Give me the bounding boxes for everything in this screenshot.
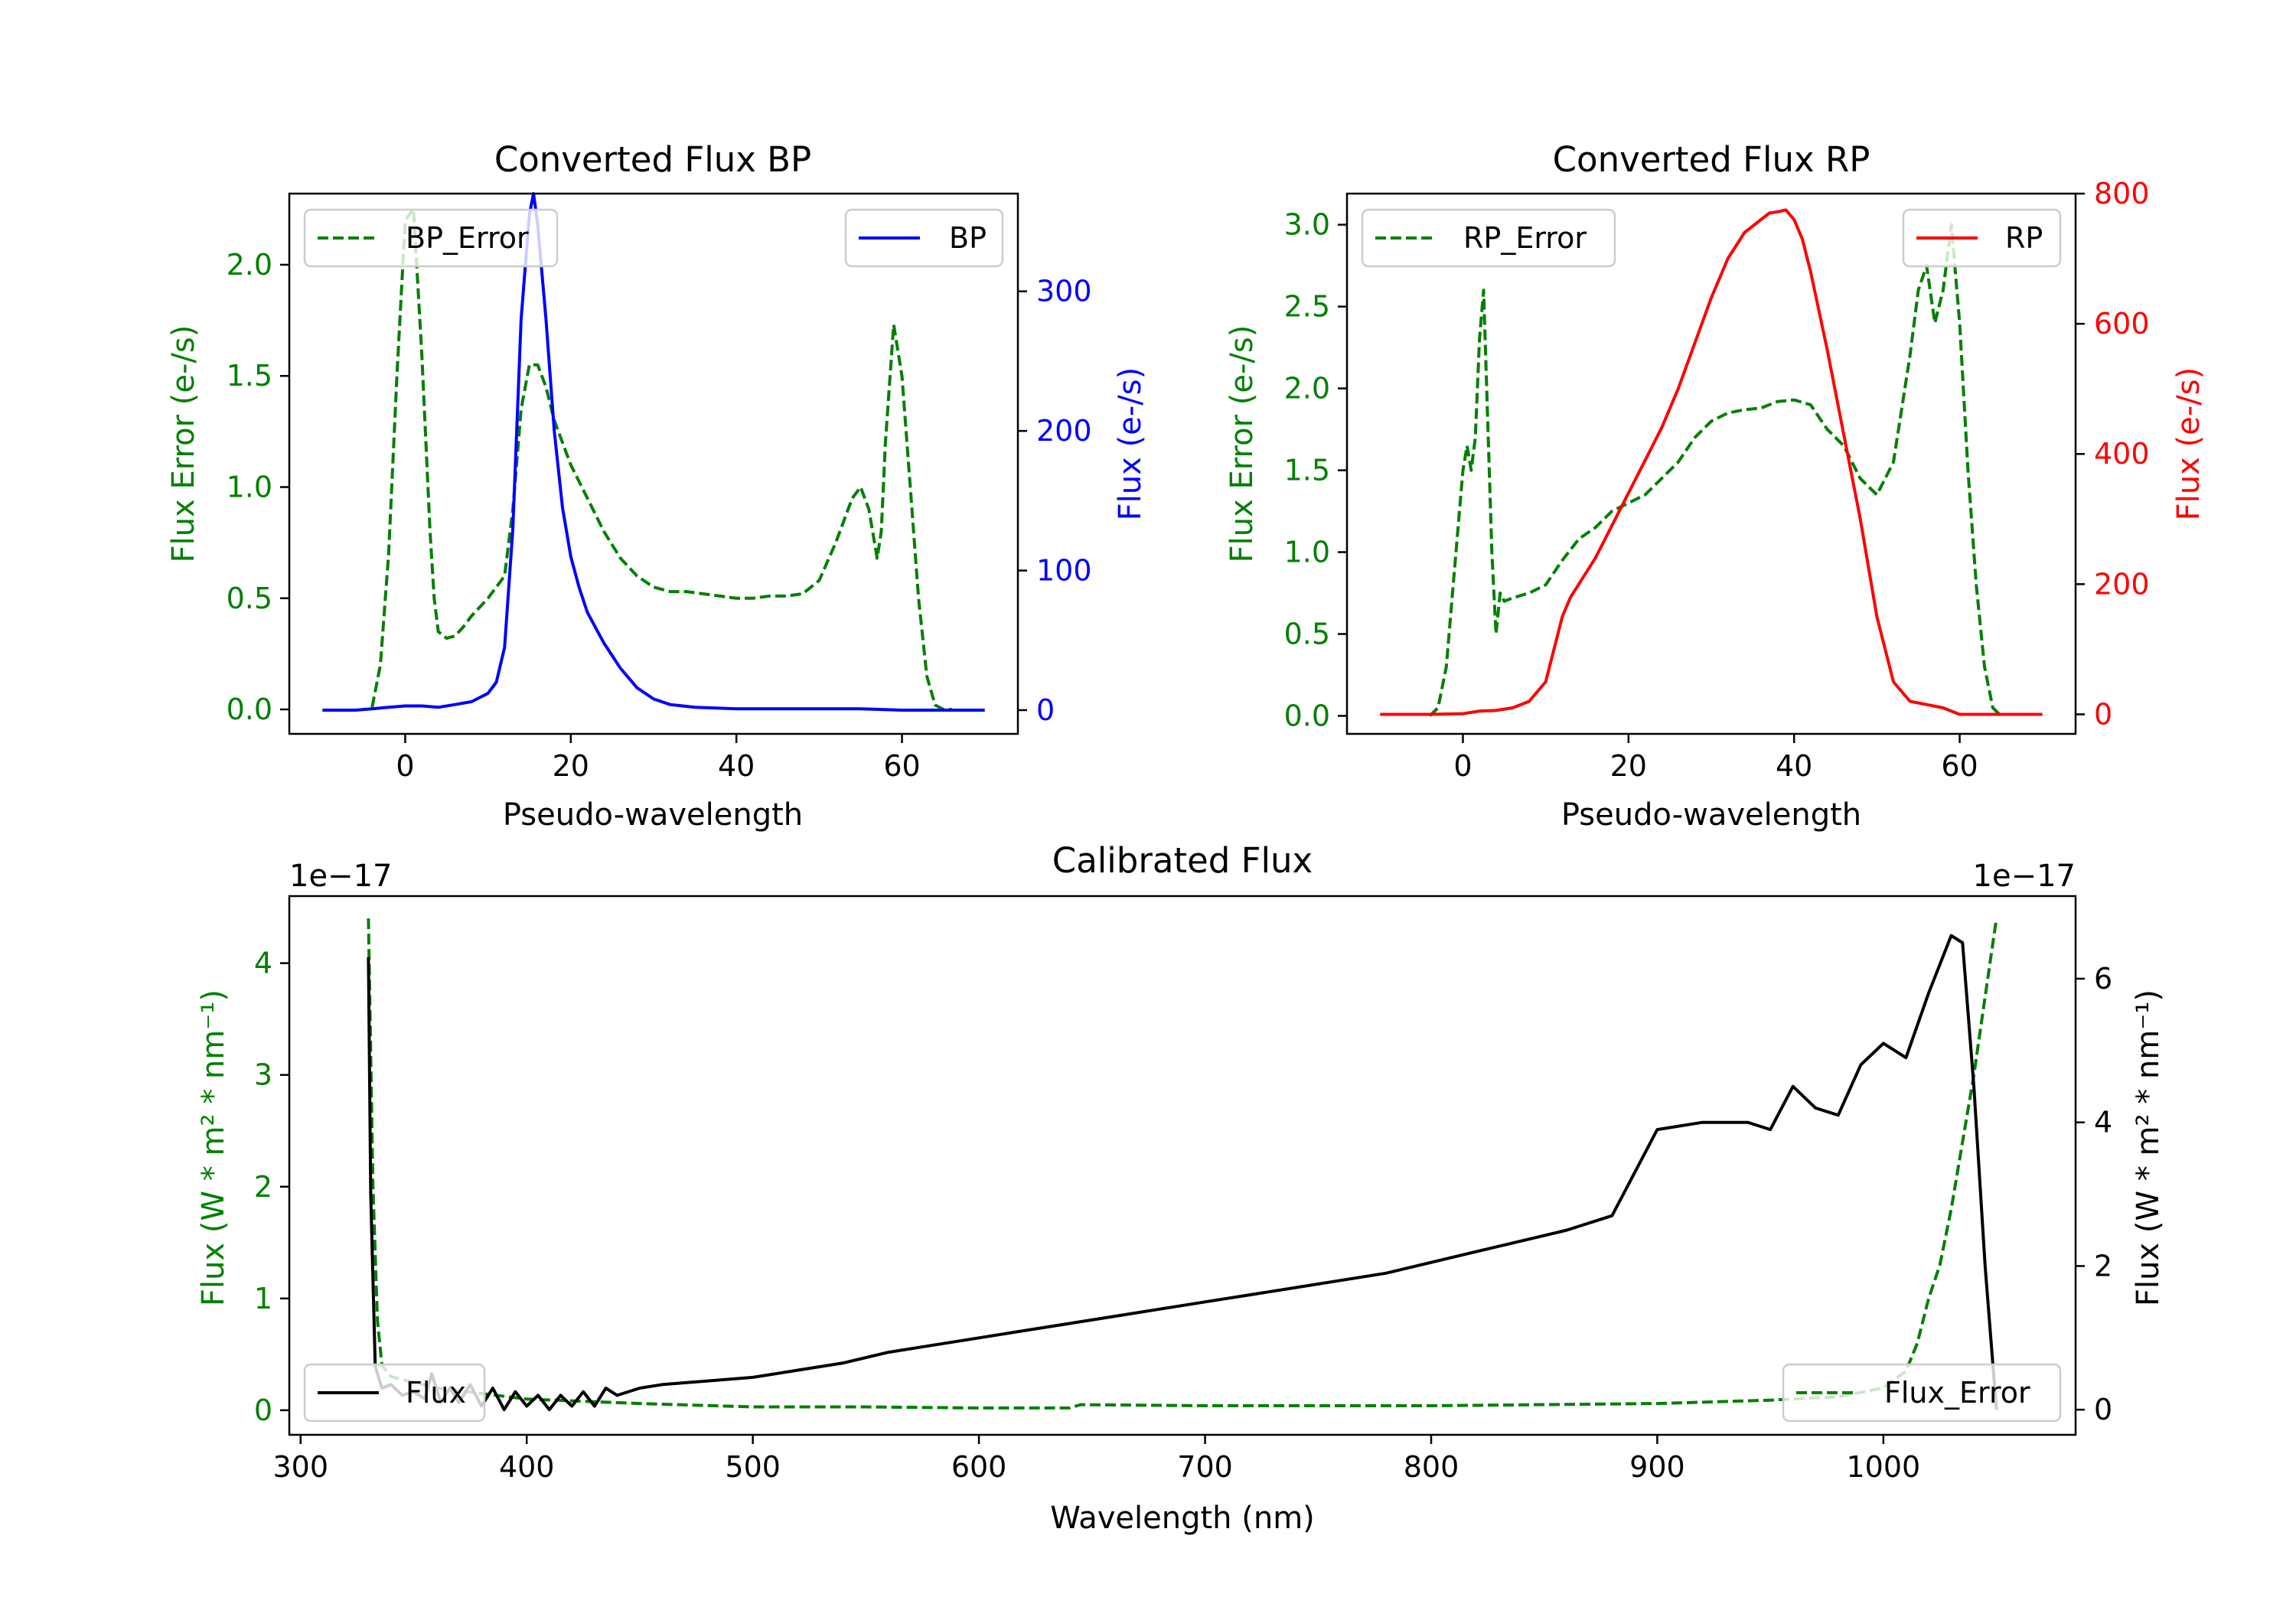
y-tick-label-right-cal-0: 0 [2094, 1393, 2112, 1426]
x-tick-label-bp-60: 60 [883, 749, 920, 783]
legend-label-bp: BP [949, 221, 987, 255]
y-tick-label-right-cal-1: 2 [2094, 1249, 2112, 1283]
x-axis-label-rp: Pseudo-wavelength [1561, 797, 1861, 833]
y-tick-label-left-rp-4: 2.0 [1284, 372, 1330, 406]
legend-bp-error: BP_Error [303, 208, 559, 268]
series-line-rp [1380, 208, 2043, 716]
plot-frame-bp [288, 192, 1019, 735]
y-tick-label-right-bp-2: 200 [1036, 414, 1092, 448]
y-axis-label-bp-left: Flux Error (e-/s) [166, 325, 201, 563]
y-axis-label-bp-right: Flux (e-/s) [1113, 367, 1148, 520]
x-tick-label-rp-20: 20 [1610, 749, 1647, 783]
legend-label-flux: Flux [406, 1376, 466, 1410]
series-line-bp-error [370, 207, 952, 711]
y-tick-label-right-rp-3: 600 [2094, 307, 2150, 341]
y-tick-label-left-cal-0: 0 [254, 1393, 272, 1427]
y-tick-label-left-rp-1: 0.5 [1284, 617, 1330, 650]
legend-rp-error: RP_Error [1361, 208, 1616, 268]
y-tick-label-left-cal-4: 4 [254, 947, 272, 980]
x-tick-label-cal-1000: 1000 [1847, 1450, 1921, 1484]
legend-label-rp: RP [2005, 221, 2043, 255]
legend-label-bp-error: BP_Error [406, 221, 529, 255]
y-axis-label-calibrated-left: Flux (W * m² * nm⁻¹) [196, 989, 231, 1306]
panel-calibrated-flux: Calibrated Flux Wavelength (nm) 1e−17 1e… [196, 840, 2166, 1536]
y-tick-label-left-rp-5: 2.5 [1284, 290, 1330, 324]
x-tick-label-cal-800: 800 [1404, 1450, 1459, 1484]
x-tick-label-cal-400: 400 [499, 1450, 555, 1484]
y-axis-label-rp-right: Flux (e-/s) [2171, 367, 2206, 520]
x-tick-label-rp-60: 60 [1941, 749, 1978, 783]
y-tick-label-left-bp-4: 2.0 [227, 248, 272, 282]
y-tick-label-left-rp-2: 1.0 [1284, 536, 1330, 569]
y-tick-label-right-rp-4: 800 [2094, 177, 2150, 210]
x-tick-label-cal-700: 700 [1177, 1450, 1233, 1484]
x-tick-label-rp-0: 0 [1453, 749, 1472, 783]
x-axis-label-calibrated: Wavelength (nm) [1050, 1501, 1315, 1536]
legend-flux-error: Flux_Error [1782, 1363, 2062, 1423]
y-tick-label-right-cal-2: 4 [2094, 1106, 2112, 1139]
x-tick-label-bp-40: 40 [718, 749, 755, 783]
y-tick-label-left-rp-0: 0.0 [1284, 699, 1330, 732]
y-tick-label-right-bp-3: 300 [1036, 275, 1092, 308]
x-axis-label-bp: Pseudo-wavelength [503, 797, 803, 833]
plot-frame-calibrated [288, 895, 2077, 1436]
y-axis-label-calibrated-right: Flux (W * m² * nm⁻¹) [2131, 989, 2166, 1306]
y-tick-label-right-rp-0: 0 [2094, 697, 2112, 731]
legend-label-flux-error: Flux_Error [1884, 1376, 2030, 1410]
y-tick-label-right-cal-3: 6 [2094, 962, 2112, 996]
y-tick-label-left-bp-0: 0.0 [227, 693, 272, 726]
chart-title-rp: Converted Flux RP [1553, 139, 1870, 180]
legend-flux: Flux [303, 1363, 486, 1423]
y-tick-label-left-cal-3: 3 [254, 1058, 272, 1092]
x-tick-label-bp-0: 0 [396, 749, 414, 783]
series-line-bp [322, 192, 985, 712]
y-tick-label-left-cal-2: 2 [254, 1170, 272, 1204]
x-tick-label-cal-900: 900 [1629, 1450, 1685, 1484]
panel-converted-flux-rp: Converted Flux RP Pseudo-wavelength Flux… [1225, 139, 2206, 833]
y-tick-label-right-bp-1: 100 [1036, 554, 1092, 588]
offset-label-left: 1e−17 [289, 859, 392, 894]
panel-converted-flux-bp: Converted Flux BP Pseudo-wavelength Flux… [166, 139, 1148, 833]
legend-bp: BP [844, 208, 1004, 268]
plot-frame-rp [1345, 192, 2077, 735]
x-tick-label-rp-40: 40 [1776, 749, 1812, 783]
chart-title-calibrated: Calibrated Flux [1052, 840, 1313, 881]
x-tick-label-cal-300: 300 [273, 1450, 329, 1484]
y-axis-label-rp-left: Flux Error (e-/s) [1225, 325, 1260, 563]
x-tick-label-cal-600: 600 [951, 1450, 1007, 1484]
x-tick-label-bp-20: 20 [553, 749, 589, 783]
y-tick-label-left-rp-3: 1.5 [1284, 454, 1330, 487]
legend-rp: RP [1902, 208, 2062, 268]
y-tick-label-left-cal-1: 1 [254, 1282, 272, 1315]
y-tick-label-left-bp-3: 1.5 [227, 359, 272, 393]
y-tick-label-left-rp-6: 3.0 [1284, 208, 1330, 242]
offset-label-right: 1e−17 [1973, 859, 2076, 894]
y-tick-label-right-rp-2: 400 [2094, 437, 2150, 471]
x-tick-label-cal-500: 500 [725, 1450, 781, 1484]
y-tick-label-right-bp-0: 0 [1036, 693, 1055, 727]
y-tick-label-left-bp-2: 1.0 [227, 471, 272, 504]
series-line-rp-error [1428, 223, 2003, 717]
legend-label-rp-error: RP_Error [1463, 221, 1587, 255]
chart-title-bp: Converted Flux BP [494, 139, 811, 180]
y-tick-label-left-bp-1: 0.5 [227, 582, 272, 615]
y-tick-label-right-rp-1: 200 [2094, 567, 2150, 601]
